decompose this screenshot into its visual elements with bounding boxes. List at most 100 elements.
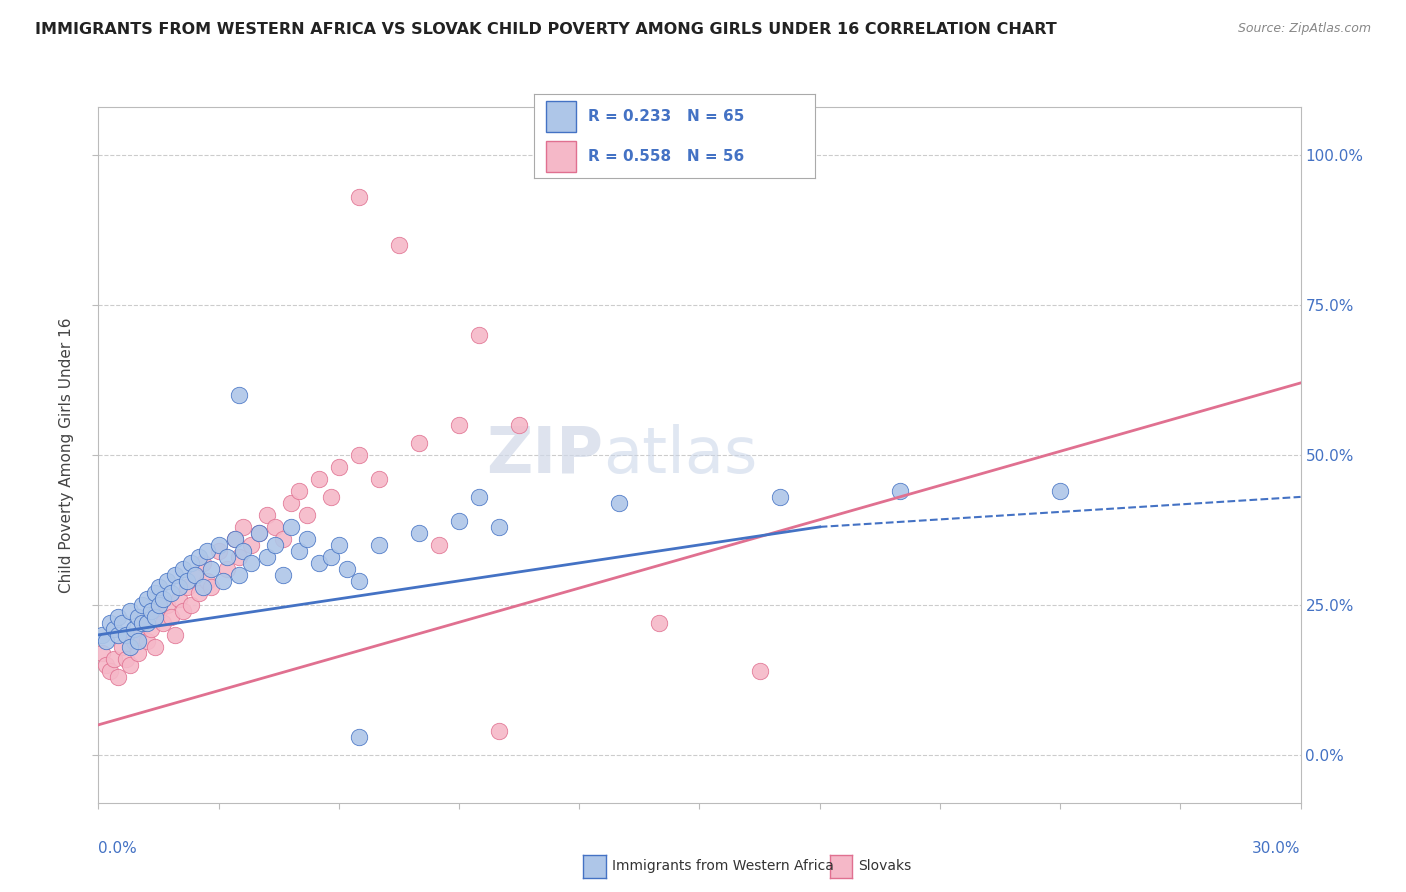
Point [215,549,238,564]
Point [308,556,330,570]
Point [224,532,246,546]
Point [295,508,318,522]
Point [228,388,250,402]
Point [148,598,170,612]
Point [128,646,150,660]
Point [103,622,125,636]
Point [347,448,370,462]
Point [239,538,262,552]
Point [139,604,162,618]
Point [280,496,302,510]
Text: 0.0%: 0.0% [98,841,138,856]
Point [408,525,430,540]
Point [131,598,153,612]
Point [128,633,150,648]
Point [447,514,470,528]
Point [447,417,470,432]
Point [648,615,671,630]
Point [388,238,411,252]
Point [115,652,138,666]
Point [228,549,250,564]
Point [96,633,118,648]
Point [131,615,153,630]
Point [256,508,278,522]
Point [319,549,342,564]
Point [288,544,311,558]
Point [167,591,190,606]
Point [748,664,770,678]
Point [232,544,254,558]
Point [368,472,391,486]
Point [488,520,510,534]
Point [167,580,190,594]
Point [609,496,631,510]
Point [187,586,209,600]
Point [247,525,270,540]
Point [769,490,792,504]
Point [103,652,125,666]
Point [408,436,430,450]
Point [347,574,370,588]
Point [488,723,510,738]
Text: ZIP: ZIP [486,424,603,486]
Point [195,574,218,588]
Text: Immigrants from Western Africa: Immigrants from Western Africa [612,859,834,873]
Point [228,567,250,582]
Point [176,574,198,588]
Point [183,567,205,582]
Point [148,604,170,618]
Point [159,586,181,600]
Point [191,556,214,570]
Point [295,532,318,546]
Bar [546,141,576,171]
Point [163,567,186,582]
Point [208,544,231,558]
Point [263,520,285,534]
Point [100,615,122,630]
Point [152,591,174,606]
Text: atlas: atlas [603,424,758,486]
Point [124,622,146,636]
Point [215,562,238,576]
Point [139,622,162,636]
Point [1049,483,1071,498]
Point [176,580,198,594]
Point [135,591,157,606]
Point [200,580,222,594]
Point [135,633,157,648]
Point [128,610,150,624]
Point [152,615,174,630]
Point [263,538,285,552]
Point [239,556,262,570]
Point [155,574,177,588]
Point [271,532,294,546]
Text: Slovaks: Slovaks [858,859,911,873]
Point [347,730,370,744]
Point [319,490,342,504]
Point [96,657,118,672]
Point [100,664,122,678]
Point [288,483,311,498]
Point [163,628,186,642]
Point [208,538,231,552]
Point [111,640,134,654]
Point [143,586,166,600]
Point [91,628,114,642]
Point [159,610,181,624]
Point [115,628,138,642]
Point [155,598,177,612]
Point [308,472,330,486]
Point [120,640,142,654]
Text: IMMIGRANTS FROM WESTERN AFRICA VS SLOVAK CHILD POVERTY AMONG GIRLS UNDER 16 CORR: IMMIGRANTS FROM WESTERN AFRICA VS SLOVAK… [35,22,1057,37]
Text: Source: ZipAtlas.com: Source: ZipAtlas.com [1237,22,1371,36]
Point [135,615,157,630]
Point [124,633,146,648]
Point [191,580,214,594]
Point [889,483,911,498]
Point [128,628,150,642]
Point [183,567,205,582]
Point [336,562,359,576]
Point [180,598,202,612]
Y-axis label: Child Poverty Among Girls Under 16: Child Poverty Among Girls Under 16 [59,318,75,592]
Point [368,538,391,552]
